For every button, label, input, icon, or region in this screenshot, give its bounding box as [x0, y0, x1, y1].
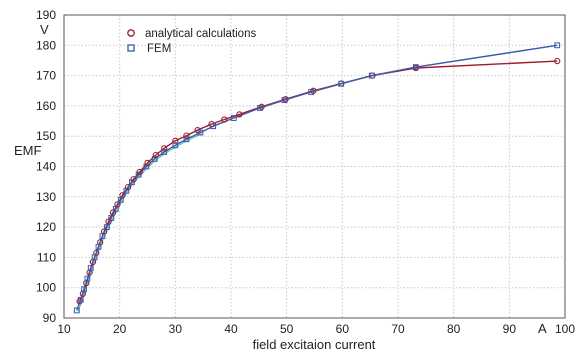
- data-point-analytical: [221, 116, 228, 123]
- y-tick-label: 160: [36, 99, 56, 113]
- data-point-analytical: [130, 176, 137, 183]
- data-point-fem: [117, 196, 124, 203]
- data-point-fem: [129, 179, 135, 186]
- data-point-fem: [135, 171, 142, 178]
- y-tick-label: 120: [36, 220, 56, 234]
- x-tick-label: 90: [503, 322, 517, 336]
- grid-lines: [64, 15, 565, 318]
- data-point-fem: [151, 156, 158, 162]
- y-unit-label: V: [40, 22, 49, 37]
- y-tick-label: 140: [36, 160, 56, 174]
- data-point-analytical: [161, 145, 168, 152]
- y-tick-label: 190: [36, 8, 56, 22]
- legend-square-marker-icon: [127, 44, 135, 52]
- data-point-fem: [81, 286, 87, 293]
- x-tick-labels: 10 20 30 40 50 60 70 80 90 100: [57, 322, 575, 336]
- y-tick-label: 150: [36, 129, 56, 143]
- data-point-fem: [161, 149, 168, 155]
- data-point-fem: [257, 105, 263, 111]
- data-point-analytical: [144, 159, 151, 167]
- data-point-fem: [338, 80, 345, 87]
- y-tick-label: 110: [37, 250, 56, 264]
- data-point-fem: [197, 129, 204, 136]
- data-point-analytical: [152, 151, 159, 159]
- data-point-analytical: [76, 298, 83, 305]
- data-point-fem: [281, 97, 288, 104]
- y-tick-labels: 90 100 110 120 130 140 150 160 170 180 190: [36, 8, 56, 325]
- data-point-fem: [95, 243, 102, 250]
- data-point-fem: [99, 233, 106, 240]
- data-point-fem: [368, 72, 375, 79]
- data-point-fem: [123, 187, 130, 194]
- data-point-analytical: [554, 57, 561, 65]
- legend-circle-marker-icon: [127, 29, 135, 37]
- x-tick-label: 60: [336, 322, 350, 336]
- y-tick-label: 130: [36, 190, 56, 204]
- data-point-fem: [183, 136, 190, 143]
- data-point-fem: [77, 296, 84, 303]
- data-point-analytical: [124, 183, 132, 191]
- data-point-fem: [172, 142, 179, 149]
- x-tick-label: 10: [57, 322, 71, 336]
- series-layer: [73, 42, 561, 314]
- data-point-analytical: [258, 103, 265, 110]
- y-tick-label: 90: [43, 311, 57, 325]
- x-tick-label: 80: [447, 322, 461, 336]
- y-tick-label: 100: [36, 281, 56, 295]
- plot-frame: [63, 14, 566, 319]
- data-point-fem: [91, 254, 98, 261]
- data-point-analytical: [236, 111, 243, 118]
- data-point-fem: [112, 206, 119, 212]
- y-tick-label: 180: [36, 38, 56, 52]
- y-axis-title: EMF: [14, 143, 42, 158]
- legend-label-analytical: analytical calculations: [145, 28, 256, 40]
- data-point-analytical: [282, 96, 289, 103]
- data-point-fem: [210, 123, 217, 130]
- x-tick-label: 20: [113, 322, 127, 336]
- data-point-fem: [84, 275, 91, 282]
- y-tick-label: 170: [36, 69, 56, 83]
- data-point-analytical: [183, 132, 190, 139]
- data-point-fem: [143, 163, 150, 170]
- data-point-fem: [73, 307, 80, 314]
- data-point-fem: [103, 224, 110, 230]
- data-point-fem: [412, 64, 419, 71]
- x-tick-label: 40: [224, 322, 238, 336]
- data-point-fem: [108, 215, 115, 221]
- legend: analytical calculations FEM: [127, 28, 256, 55]
- x-tick-label: 50: [280, 322, 294, 336]
- x-tick-label: 100: [555, 322, 575, 336]
- data-point-fem: [308, 89, 315, 95]
- legend-label-fem: FEM: [147, 43, 171, 55]
- data-point-fem: [87, 265, 94, 271]
- x-axis-title: field excitaion current: [253, 337, 376, 352]
- data-point-fem: [230, 115, 237, 121]
- x-tick-label: 30: [169, 322, 183, 336]
- x-unit-label: A: [538, 321, 547, 336]
- data-point-fem: [554, 42, 561, 49]
- x-tick-label: 70: [391, 322, 405, 336]
